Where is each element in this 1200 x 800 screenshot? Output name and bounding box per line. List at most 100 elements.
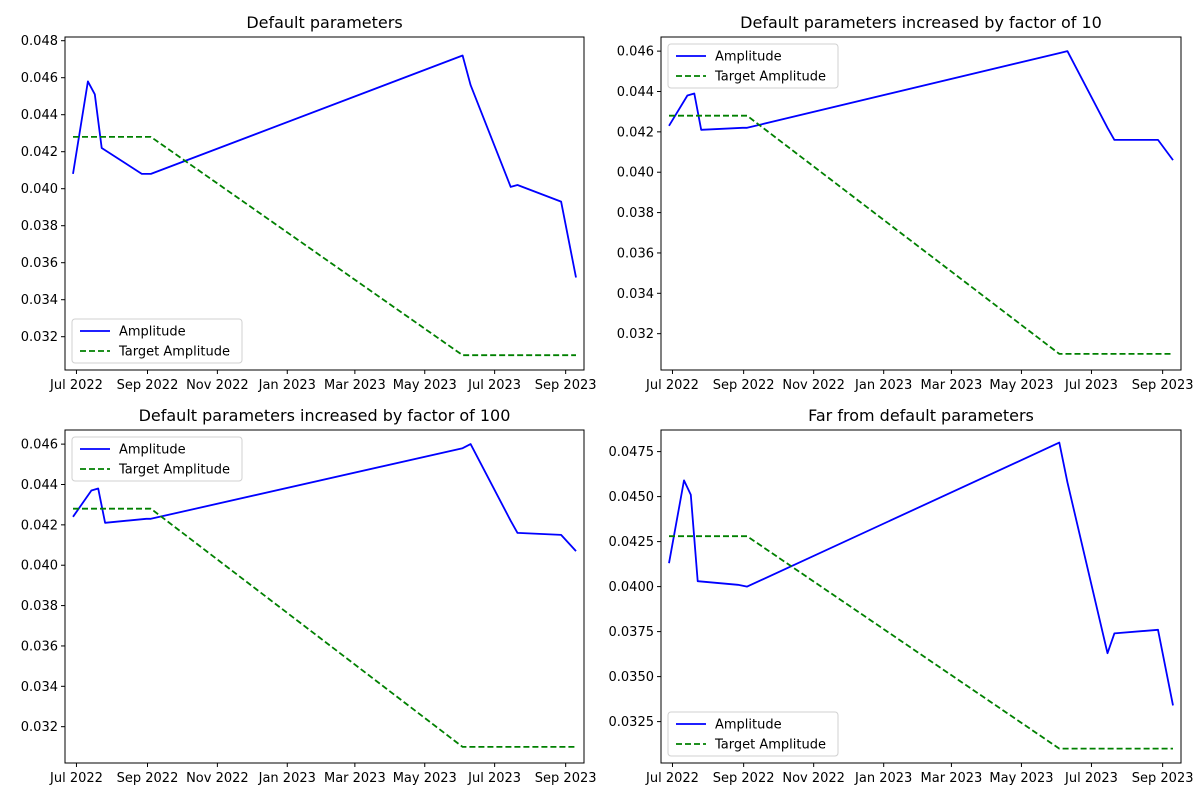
- y-tick-label: 0.048: [21, 34, 58, 49]
- x-tick-label: May 2023: [989, 771, 1053, 786]
- target-amplitude-line: [669, 114, 1173, 355]
- subplot-title: Default parameters: [246, 13, 402, 32]
- legend-box: [71, 436, 243, 482]
- y-tick-label: 0.0350: [609, 670, 655, 685]
- subplot-title: Default parameters increased by factor o…: [139, 406, 511, 425]
- y-tick-label: 0.044: [617, 85, 654, 100]
- x-tick-label: Jan 2023: [258, 771, 316, 786]
- y-tick-label: 0.032: [21, 720, 58, 735]
- amplitude-line: [72, 443, 577, 552]
- y-tick-label: 0.042: [21, 518, 58, 533]
- legend-label: Amplitude: [119, 443, 186, 458]
- y-tick-label: 0.0375: [609, 625, 655, 640]
- y-tick-label: 0.040: [21, 559, 58, 574]
- x-tick-label: Sep 2022: [713, 378, 775, 393]
- x-tick-label: Sep 2022: [117, 771, 179, 786]
- subplot-1: Default parameters 0.032 0.034 0.036 0.038 0.…: [21, 13, 597, 393]
- subplot-2: Default parameters increased by factor o…: [617, 13, 1194, 393]
- x-tick-label: Sep 2023: [1132, 771, 1194, 786]
- legend-box: [667, 711, 839, 757]
- y-tick-label: 0.0400: [609, 580, 655, 595]
- amplitude-line: [668, 441, 1174, 706]
- target-amplitude-line: [73, 135, 576, 357]
- x-tick-label: Jan 2023: [854, 378, 912, 393]
- y-tick-label: 0.036: [21, 256, 58, 271]
- x-tick-label: Jan 2023: [854, 771, 912, 786]
- y-tick-label: 0.042: [21, 145, 58, 160]
- legend-label: Amplitude: [715, 50, 782, 65]
- y-tick-label: 0.0425: [609, 535, 655, 550]
- y-tick-label: 0.044: [21, 108, 58, 123]
- x-tick-label: Jan 2023: [258, 378, 316, 393]
- axes-frame: [64, 36, 585, 371]
- subplot-title: Default parameters increased by factor o…: [740, 13, 1102, 32]
- amplitude-line: [668, 50, 1174, 161]
- y-tick-label: 0.034: [21, 293, 58, 308]
- legend-box: [667, 43, 839, 89]
- y-tick-label: 0.044: [21, 478, 58, 493]
- x-tick-label: Jul 2022: [49, 378, 103, 393]
- x-tick-label: May 2023: [393, 771, 457, 786]
- y-tick-label: 0.040: [617, 166, 654, 181]
- x-tick-label: Nov 2022: [186, 771, 249, 786]
- y-tick-label: 0.046: [21, 438, 58, 453]
- y-tick-label: 0.034: [21, 680, 58, 695]
- x-tick-label: Nov 2022: [782, 771, 845, 786]
- x-tick-label: May 2023: [393, 378, 457, 393]
- legend: Amplitude Target Amplitude: [667, 711, 839, 757]
- legend-label: Amplitude: [715, 718, 782, 733]
- x-tick-label: Sep 2022: [713, 771, 775, 786]
- y-tick-label: 0.038: [21, 219, 58, 234]
- x-tick-label: May 2023: [989, 378, 1053, 393]
- legend-label: Amplitude: [119, 325, 186, 340]
- x-tick-label: Mar 2023: [324, 378, 386, 393]
- x-tick-label: Sep 2023: [535, 771, 597, 786]
- y-tick-label: 0.036: [617, 246, 654, 261]
- axes-frame: [660, 36, 1182, 371]
- x-tick-label: Nov 2022: [782, 378, 845, 393]
- x-tick-label: Mar 2023: [921, 771, 983, 786]
- target-amplitude-line: [669, 535, 1173, 750]
- y-tick-label: 0.032: [21, 330, 58, 345]
- legend: Amplitude Target Amplitude: [71, 318, 243, 364]
- x-tick-label: Nov 2022: [186, 378, 249, 393]
- axes-frame: [660, 429, 1182, 764]
- x-tick-label: Mar 2023: [921, 378, 983, 393]
- x-tick-label: Mar 2023: [324, 771, 386, 786]
- y-tick-label: 0.036: [21, 639, 58, 654]
- legend-label: Target Amplitude: [714, 738, 826, 753]
- y-tick-label: 0.040: [21, 182, 58, 197]
- y-tick-label: 0.038: [21, 599, 58, 614]
- legend: Amplitude Target Amplitude: [667, 43, 839, 89]
- target-amplitude-line: [73, 507, 576, 748]
- amplitude-line: [72, 54, 577, 278]
- subplot-title: Far from default parameters: [808, 406, 1034, 425]
- y-tick-label: 0.042: [617, 125, 654, 140]
- legend-label: Target Amplitude: [118, 463, 230, 478]
- legend-label: Target Amplitude: [118, 345, 230, 360]
- y-tick-label: 0.0475: [609, 445, 655, 460]
- x-tick-label: Sep 2022: [117, 378, 179, 393]
- y-tick-label: 0.032: [617, 327, 654, 342]
- y-tick-label: 0.038: [617, 206, 654, 221]
- x-tick-label: Jul 2023: [467, 771, 521, 786]
- x-tick-label: Sep 2023: [1132, 378, 1194, 393]
- x-tick-label: Jul 2023: [467, 378, 521, 393]
- y-tick-label: 0.046: [21, 71, 58, 86]
- x-tick-label: Jul 2022: [645, 771, 699, 786]
- x-tick-label: Jul 2022: [49, 771, 103, 786]
- x-tick-label: Sep 2023: [535, 378, 597, 393]
- subplot-4: Far from default parameters 0.0325 0.0350 0…: [609, 406, 1194, 786]
- x-tick-label: Jul 2022: [645, 378, 699, 393]
- x-tick-label: Jul 2023: [1064, 378, 1118, 393]
- axes-frame: [64, 429, 585, 764]
- y-tick-label: 0.0450: [609, 490, 655, 505]
- legend-box: [71, 318, 243, 364]
- y-tick-label: 0.046: [617, 45, 654, 60]
- y-tick-label: 0.034: [617, 287, 654, 302]
- x-tick-label: Jul 2023: [1064, 771, 1118, 786]
- y-tick-label: 0.0325: [609, 715, 655, 730]
- subplot-3: Default parameters increased by factor o…: [21, 406, 597, 786]
- legend: Amplitude Target Amplitude: [71, 436, 243, 482]
